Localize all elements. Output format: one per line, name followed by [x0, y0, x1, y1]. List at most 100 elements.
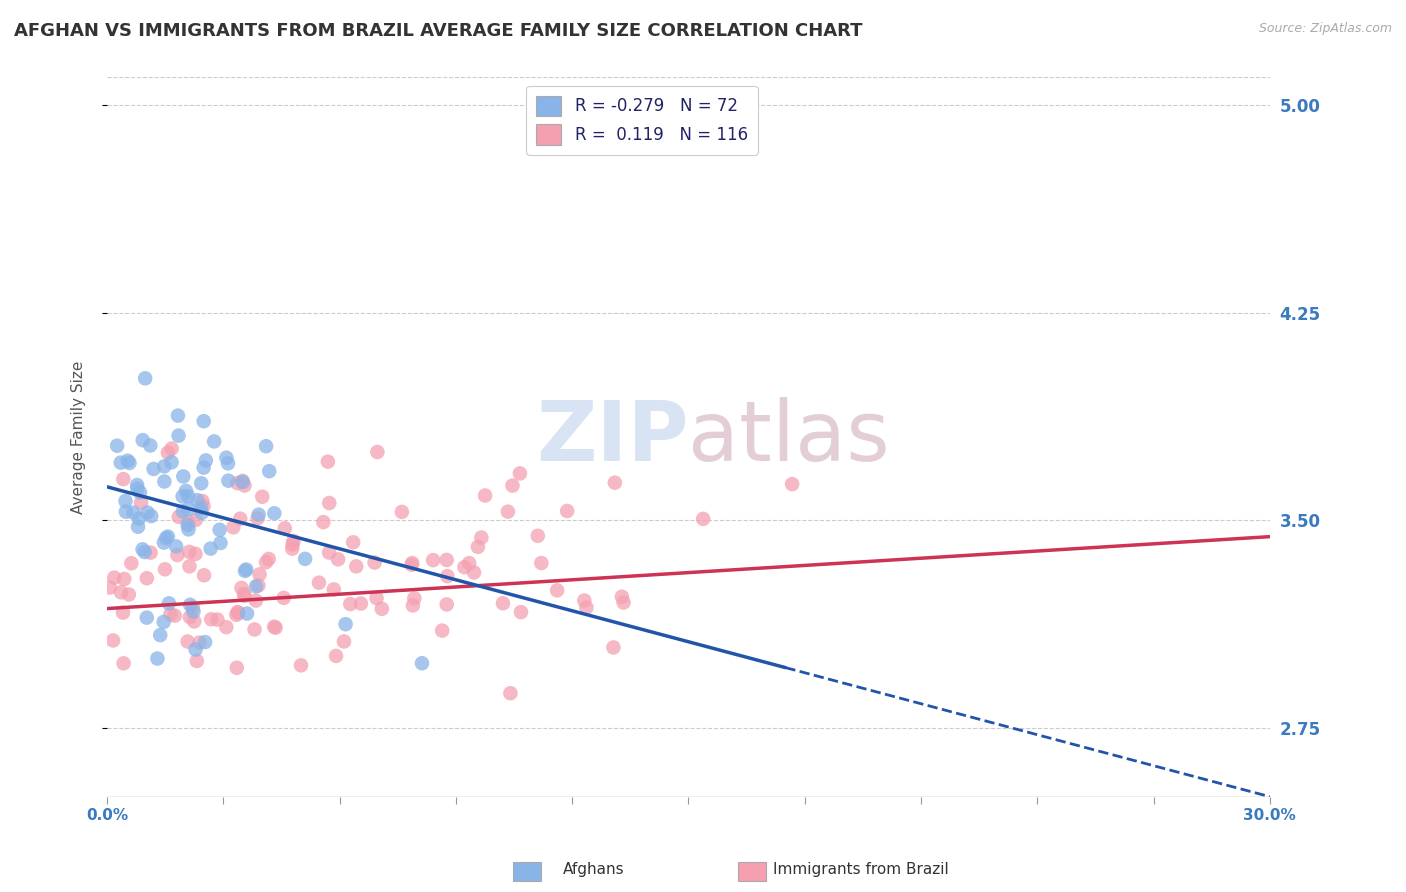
Point [257, 464, 280, 478]
Point [176, 634, 198, 648]
Point [179, 610, 201, 624]
Point [339, 597, 361, 611]
Point [177, 516, 200, 530]
Point [98, 581, 121, 595]
Point [142, 462, 165, 476]
Point [458, 556, 481, 570]
Point [112, 572, 135, 586]
Point [231, 581, 253, 595]
Point [156, 530, 179, 544]
Point [335, 617, 357, 632]
Point [233, 478, 256, 492]
Text: Immigrants from Brazil: Immigrants from Brazil [773, 863, 949, 877]
Point [129, 496, 152, 510]
Point [135, 571, 157, 585]
Point [430, 624, 453, 638]
Point [254, 555, 277, 569]
Point [127, 519, 149, 533]
Point [326, 552, 349, 566]
Point [226, 605, 249, 619]
Point [135, 610, 157, 624]
Point [217, 456, 239, 470]
Point [215, 620, 238, 634]
Point [281, 538, 304, 552]
Point [233, 564, 256, 578]
Point [136, 506, 159, 520]
Point [194, 453, 217, 467]
Text: ZIP: ZIP [536, 397, 689, 477]
Point [263, 620, 285, 634]
Point [245, 579, 267, 593]
Text: atlas: atlas [689, 397, 890, 477]
Point [603, 475, 626, 490]
Point [492, 596, 515, 610]
Point [371, 602, 394, 616]
Point [263, 506, 285, 520]
Point [101, 633, 124, 648]
Point [401, 556, 423, 570]
Point [233, 589, 256, 603]
Point [156, 445, 179, 459]
Point [167, 409, 190, 423]
Point [530, 556, 553, 570]
Point [208, 523, 231, 537]
Point [149, 628, 172, 642]
Point [232, 475, 254, 489]
Point [575, 600, 598, 615]
Point [325, 648, 347, 663]
Point [555, 504, 578, 518]
Point [692, 512, 714, 526]
Point [366, 591, 388, 605]
Point [117, 454, 139, 468]
Point [246, 511, 269, 525]
Text: AFGHAN VS IMMIGRANTS FROM BRAZIL AVERAGE FAMILY SIZE CORRELATION CHART: AFGHAN VS IMMIGRANTS FROM BRAZIL AVERAGE… [14, 22, 862, 40]
Point [167, 428, 190, 442]
Point [436, 569, 458, 583]
Point [176, 518, 198, 533]
Point [183, 605, 205, 619]
Point [103, 571, 125, 585]
Point [191, 494, 214, 508]
Point [249, 567, 271, 582]
Point [274, 521, 297, 535]
Point [232, 474, 254, 488]
Point [226, 606, 249, 620]
Point [165, 540, 187, 554]
Point [122, 506, 145, 520]
Point [200, 541, 222, 556]
Point [155, 531, 177, 545]
Point [453, 560, 475, 574]
Point [194, 635, 217, 649]
Point [247, 508, 270, 522]
Point [166, 548, 188, 562]
Point [179, 598, 201, 612]
Point [112, 657, 135, 671]
Point [247, 578, 270, 592]
Point [574, 593, 596, 607]
Point [602, 640, 624, 655]
Point [200, 612, 222, 626]
Point [470, 531, 492, 545]
Point [422, 553, 444, 567]
Point [105, 439, 128, 453]
Point [193, 460, 215, 475]
Point [610, 590, 633, 604]
Point [181, 600, 204, 615]
Point [153, 535, 176, 549]
Point [436, 553, 458, 567]
Point [404, 591, 426, 606]
Point [193, 414, 215, 428]
Point [112, 472, 135, 486]
Point [411, 657, 433, 671]
Point [496, 505, 519, 519]
Point [474, 489, 496, 503]
Point [174, 483, 197, 498]
Point [780, 477, 803, 491]
Point [290, 658, 312, 673]
Point [160, 442, 183, 456]
Point [318, 496, 340, 510]
Point [132, 433, 155, 447]
Point [226, 476, 249, 491]
Point [139, 546, 162, 560]
Point [172, 469, 194, 483]
